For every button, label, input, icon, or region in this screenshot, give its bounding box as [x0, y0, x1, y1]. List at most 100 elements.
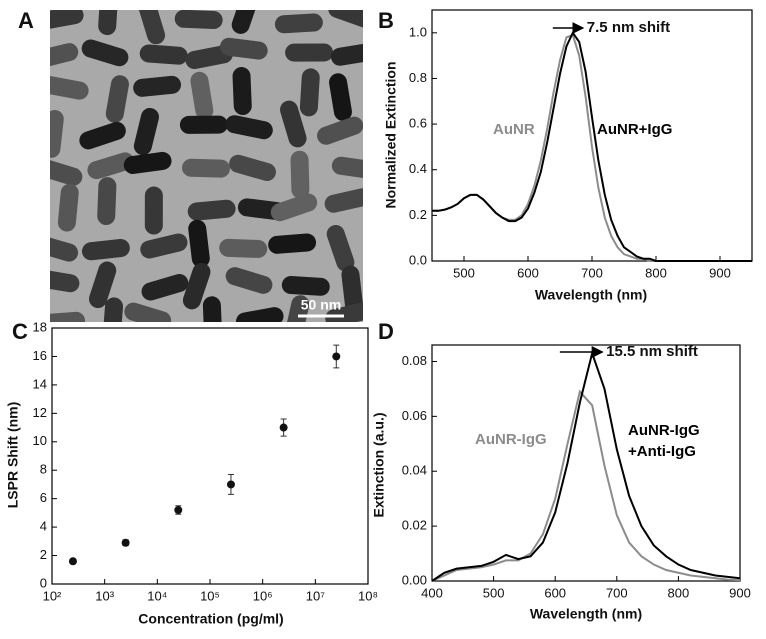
y-axis-title: Normalized Extinction: [383, 61, 399, 208]
nanorod: [219, 37, 268, 60]
y-tick-label: 0.0: [409, 252, 427, 267]
nanorod: [268, 233, 317, 254]
nanorod: [50, 109, 64, 158]
nanorod: [97, 177, 117, 226]
nanorod: [317, 116, 363, 145]
plot-frame: [51, 327, 369, 585]
y-axis-title: Extinction (a.u.): [371, 413, 387, 518]
series-label: AuNR+IgG: [597, 121, 672, 138]
data-point: [68, 557, 77, 566]
nanorod: [138, 10, 166, 45]
nanorod: [98, 10, 119, 36]
x-tick-label: 10²: [43, 588, 62, 603]
nanorod: [229, 154, 276, 182]
nanorod: [225, 267, 273, 294]
nanorod: [331, 156, 363, 179]
plot-frame: [431, 9, 753, 262]
spectrum-line: [431, 349, 741, 582]
plot-frame: [431, 344, 741, 582]
spectrum-line: [432, 30, 752, 262]
data-point: [279, 423, 288, 432]
y-tick-label: 14: [33, 376, 47, 391]
nanorod: [329, 73, 352, 121]
x-tick-label: 500: [453, 265, 475, 280]
y-tick-label: 0.00: [402, 572, 427, 587]
y-tick-label: 18: [33, 319, 47, 334]
y-tick-label: 0.06: [402, 408, 427, 423]
nanorods: [50, 10, 363, 322]
nanorod: [50, 269, 80, 293]
y-tick-label: 12: [33, 405, 47, 420]
nanorod: [133, 75, 182, 97]
data-point: [121, 538, 130, 547]
nanorod: [50, 235, 79, 262]
nanorod: [102, 297, 124, 322]
y-tick-label: 16: [33, 348, 47, 363]
nanorod: [281, 276, 330, 296]
nanorod: [190, 71, 214, 120]
x-tick-label: 10⁴: [147, 588, 167, 603]
nanorod: [326, 225, 355, 272]
x-tick-label: 10⁸: [358, 588, 378, 603]
annotation: 7.5 nm shift: [587, 19, 670, 36]
y-tick-label: 1.0: [409, 24, 427, 39]
nanorod: [140, 233, 188, 259]
series-label: AuNR: [493, 121, 535, 138]
nanorod: [188, 219, 210, 268]
nanorod: [182, 158, 231, 178]
nanorod: [330, 42, 363, 66]
nanorod: [50, 311, 86, 322]
data-point: [226, 480, 235, 489]
nanorod: [185, 45, 233, 70]
x-tick-label: 800: [645, 265, 667, 280]
nanorod: [231, 10, 260, 34]
annotation: 15.5 nm shift: [606, 343, 698, 360]
x-tick-label: 700: [581, 265, 603, 280]
y-axis-title: LSPR Shift (nm): [5, 402, 21, 509]
y-tick-label: 10: [33, 433, 47, 448]
nanorod: [141, 273, 189, 301]
data-point: [174, 506, 183, 515]
y-tick-label: 0.08: [402, 353, 427, 368]
nanorod: [236, 307, 284, 322]
x-tick-label: 10³: [95, 588, 114, 603]
series-label: AuNR-IgG +Anti-IgG: [628, 422, 700, 460]
nanorod: [285, 43, 334, 62]
y-tick-label: 0.04: [402, 463, 427, 478]
nanorod: [144, 186, 163, 235]
nanorod: [50, 43, 79, 69]
nanorod: [270, 193, 318, 222]
nanorod: [88, 261, 117, 309]
x-tick-label: 10⁷: [306, 588, 325, 603]
nanorod: [139, 44, 188, 65]
panel-label: D: [378, 319, 394, 344]
y-tick-label: 0.8: [409, 70, 427, 85]
nanorod: [280, 100, 307, 148]
nanorod: [50, 158, 83, 186]
y-tick-label: 0.02: [402, 518, 427, 533]
nanorod: [232, 67, 252, 116]
nanorod: [174, 10, 223, 30]
y-tick-label: 0.6: [409, 116, 427, 131]
nanorod: [50, 10, 84, 30]
nanorod: [219, 238, 268, 258]
nanorod: [182, 262, 211, 310]
nanorod: [274, 13, 323, 34]
nanorod: [179, 115, 228, 134]
x-tick-label: 900: [709, 265, 731, 280]
y-tick-label: 0.4: [409, 161, 427, 176]
x-axis-title: Concentration (pg/ml): [138, 611, 283, 627]
x-axis-title: Wavelength (nm): [535, 287, 647, 303]
nanorod: [225, 115, 273, 140]
nanorod: [284, 295, 310, 322]
data-point: [332, 352, 341, 361]
x-tick-label: 10⁶: [253, 588, 273, 603]
series-label: AuNR-IgG: [475, 431, 547, 448]
x-tick-label: 900: [729, 585, 751, 600]
nanorod: [81, 238, 130, 261]
nanorod: [87, 152, 135, 180]
nanorod: [341, 265, 363, 314]
nanorod: [328, 10, 363, 28]
nanorod: [124, 302, 172, 322]
